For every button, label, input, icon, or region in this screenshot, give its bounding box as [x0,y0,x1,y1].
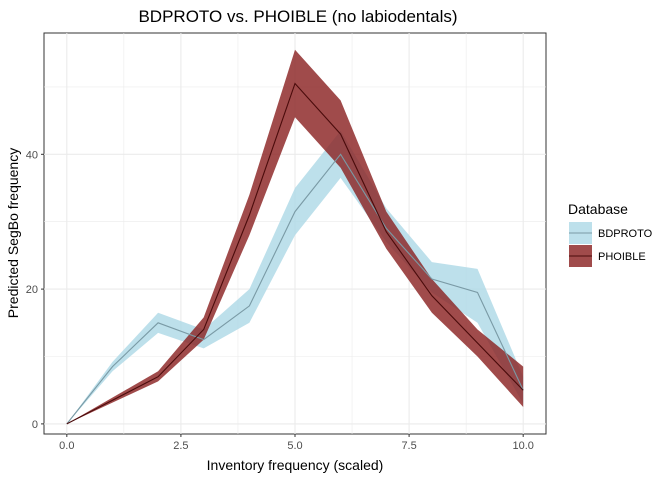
series-lines [66,82,524,425]
legend-label-phoible: PHOIBLE [598,251,646,263]
confidence-bands [66,49,524,424]
legend-label-bdproto: BDPROTO [598,228,653,240]
line-phoible [66,82,524,425]
x-tick-label: 2.5 [173,440,188,452]
y-axis-title: Predicted SegBo frequency [5,148,21,318]
x-axis: 0.0 2.5 5.0 7.5 10.0 [59,434,534,452]
x-tick-label: 7.5 [401,440,416,452]
legend-title: Database [568,201,628,217]
line-bdproto [66,153,524,425]
chart-title: BDPROTO vs. PHOIBLE (no labiodentals) [138,7,457,26]
x-axis-title: Inventory frequency (scaled) [207,457,384,473]
y-tick-label: 20 [26,284,38,296]
y-axis: 0 20 40 [26,149,44,431]
legend: Database BDPROTO PHOIBLE [568,201,653,267]
band-bdproto [66,130,524,424]
y-tick-label: 0 [32,419,38,431]
x-tick-label: 10.0 [512,440,533,452]
y-tick-label: 40 [26,149,38,161]
x-tick-label: 5.0 [287,440,302,452]
x-tick-label: 0.0 [59,440,74,452]
